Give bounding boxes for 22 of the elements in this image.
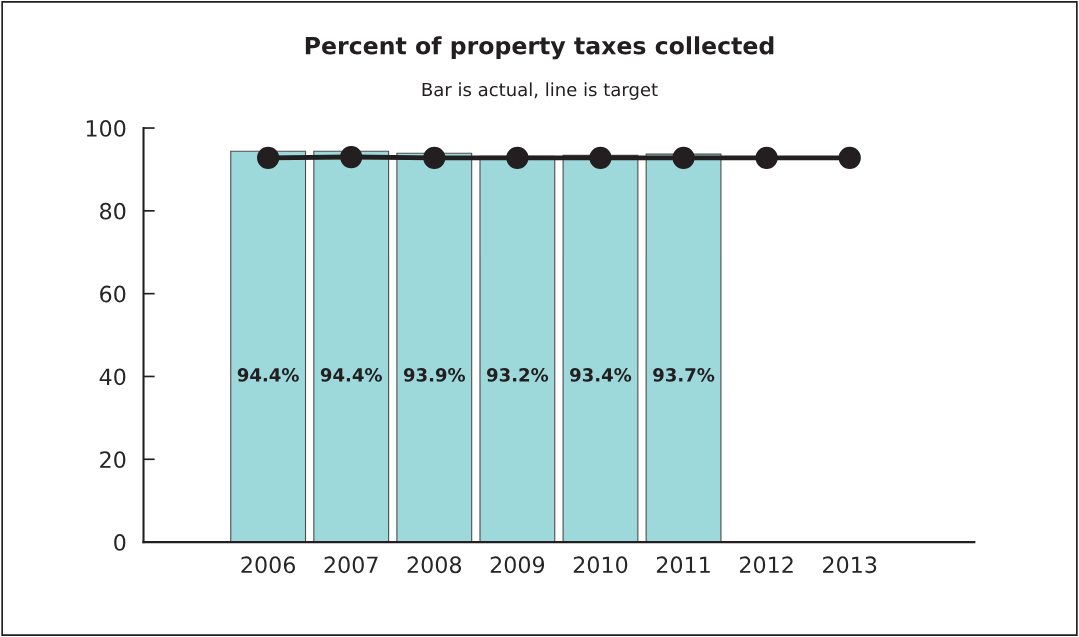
y-tick-label: 80 [100, 202, 126, 220]
y-tick-label: 0 [114, 534, 126, 551]
y-tick-label: 40 [99, 368, 126, 386]
data-label: 93.7% [653, 368, 715, 382]
data-label: 94.4% [320, 368, 382, 382]
x-tick-label: 2006 [241, 556, 296, 574]
data-label: 93.2% [486, 368, 549, 382]
y-tick-label: 60 [100, 285, 126, 303]
y-tick-label: 100 [86, 119, 126, 137]
x-tick-label: 2012 [739, 556, 793, 574]
data-label: 93.9% [403, 368, 466, 382]
data-label: 93.4% [570, 368, 632, 382]
data-label: 94.4% [237, 368, 299, 382]
x-tick-label: 2010 [573, 556, 628, 574]
chart-title: Percent of property taxes collected [305, 36, 774, 60]
x-tick-label: 2009 [490, 556, 545, 574]
x-tick-label: 2007 [324, 556, 378, 574]
x-tick-label: 2008 [407, 556, 462, 574]
y-tick-label: 20 [100, 451, 126, 469]
x-tick-label: 2013 [823, 556, 877, 574]
chart-subtitle: Bar is actual, line is target [422, 82, 658, 100]
x-tick-label: 2011 [656, 556, 710, 574]
